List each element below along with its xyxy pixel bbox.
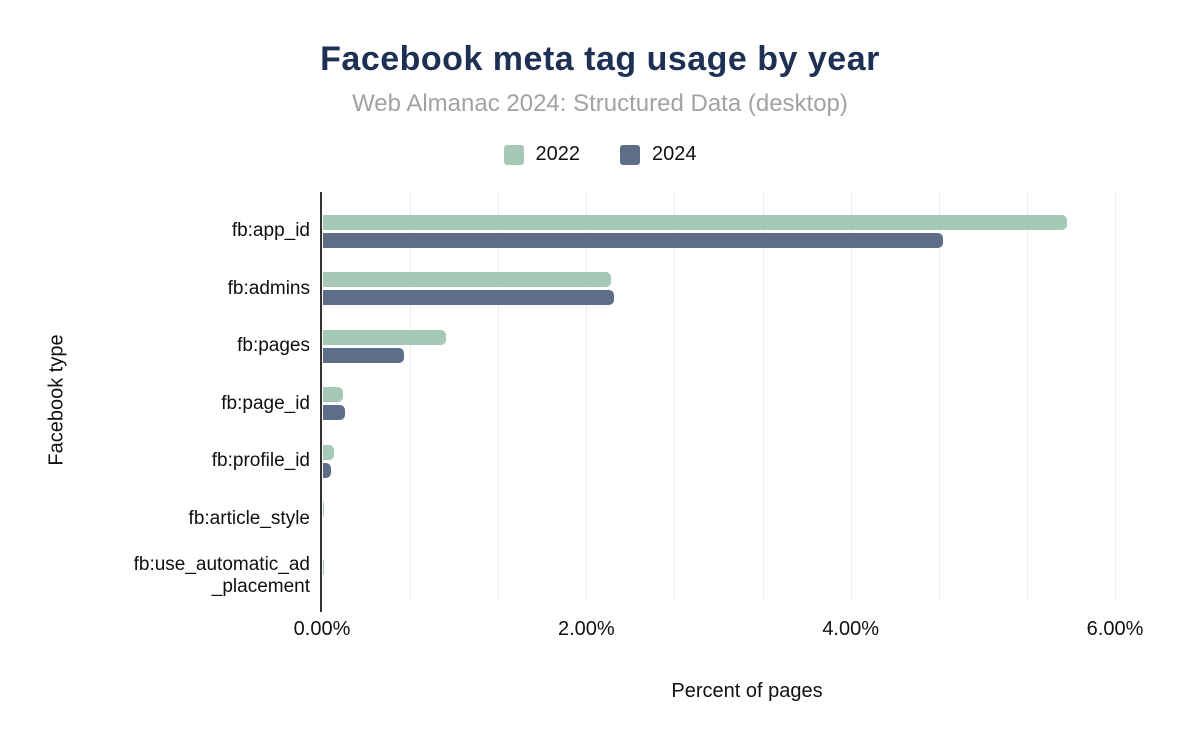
chart-subtitle: Web Almanac 2024: Structured Data (deskt… xyxy=(352,90,848,117)
gridline xyxy=(762,192,764,600)
category-label: fb:use_automatic_ad _placement xyxy=(70,554,310,598)
category-label: fb:profile_id xyxy=(70,450,310,472)
bar-2022-fb:app_id xyxy=(323,214,1068,230)
x-axis-title: Percent of pages xyxy=(671,680,823,702)
bar-2024-fb:profile_id xyxy=(323,462,331,478)
category-label-line: _placement xyxy=(211,576,310,597)
category-label-line: fb:page_id xyxy=(221,392,310,414)
gridline xyxy=(1115,192,1117,600)
bar-2022-fb:page_id xyxy=(323,387,343,402)
gridline xyxy=(498,192,500,600)
legend-swatch-icon xyxy=(620,144,640,165)
y-axis-line xyxy=(320,192,322,612)
category-label: fb:article_style xyxy=(70,508,310,530)
category-label: fb:app_id xyxy=(70,220,310,242)
y-axis-title: Facebook type xyxy=(45,334,68,466)
bar-2024-fb:page_id xyxy=(323,405,346,420)
category-label-line: fb:article_style xyxy=(188,507,310,529)
bar-2022-fb:pages xyxy=(323,329,446,345)
gridline xyxy=(586,192,588,600)
category-label-line: fb:admins xyxy=(227,277,310,299)
gridline xyxy=(850,192,852,600)
gridline xyxy=(938,192,940,600)
category-label-line: fb:app_id xyxy=(231,220,310,241)
category-label: fb:admins xyxy=(70,278,310,300)
bar-2022-fb:article_style xyxy=(323,502,325,517)
x-tick-label: 0.00% xyxy=(293,618,351,640)
category-label-line: fb:use_automatic_ad xyxy=(133,554,310,575)
chart-legend: 2022 2024 xyxy=(0,143,1200,166)
category-label-line: fb:pages xyxy=(237,335,310,356)
x-tick-label: 6.00% xyxy=(1086,618,1144,640)
legend-swatch-icon xyxy=(503,144,524,165)
category-label: fb:page_id xyxy=(70,393,310,415)
chart-title: Facebook meta tag usage by year xyxy=(320,40,880,78)
bar-2022-fb:profile_id xyxy=(323,444,334,460)
bar-2024-fb:admins xyxy=(323,290,614,305)
gridline xyxy=(674,192,676,600)
bar-2022-fb:use_automatic_ad_placement xyxy=(323,559,325,575)
x-tick-label: 2.00% xyxy=(557,618,615,640)
legend-item-2022: 2022 xyxy=(503,143,581,166)
bar-2024-fb:pages xyxy=(323,347,404,363)
gridline xyxy=(1026,192,1028,600)
category-label-line: fb:profile_id xyxy=(211,450,310,471)
legend-label: 2022 xyxy=(535,143,581,165)
x-tick-label: 4.00% xyxy=(822,618,880,640)
bar-2024-fb:app_id xyxy=(323,232,943,248)
gridline xyxy=(410,192,412,600)
bar-2022-fb:admins xyxy=(323,272,612,287)
category-label: fb:pages xyxy=(70,335,310,357)
legend-label: 2024 xyxy=(652,143,697,165)
legend-item-2024: 2024 xyxy=(620,143,697,166)
